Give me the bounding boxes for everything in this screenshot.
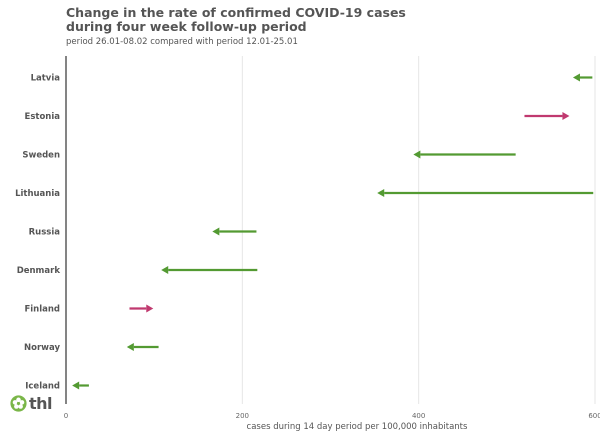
country-label: Russia	[29, 228, 61, 238]
row-norway: Norway	[24, 343, 159, 353]
x-axis-label: cases during 14 day period per 100,000 i…	[247, 422, 468, 432]
row-denmark: Denmark	[17, 266, 258, 276]
arrow-head	[146, 304, 154, 313]
chart-title: Change in the rate of confirmed COVID-19…	[66, 6, 406, 34]
country-label: Denmark	[17, 266, 61, 276]
arrow-head	[377, 189, 385, 197]
chart-subtitle: period 26.01-08.02 compared with period …	[66, 37, 298, 47]
flower-icon	[10, 395, 27, 412]
x-tick-label: 200	[236, 412, 249, 420]
row-iceland: Iceland	[25, 381, 89, 392]
x-axis-ticks: 0 200 400 600	[64, 412, 600, 420]
arrow-head	[562, 112, 570, 120]
arrow-head	[212, 227, 220, 236]
row-sweden: Sweden	[22, 150, 516, 161]
country-label: Iceland	[25, 382, 60, 392]
country-label: Finland	[24, 305, 60, 315]
logo-text: thl	[29, 394, 53, 413]
x-tick-label: 600	[588, 412, 600, 420]
thl-logo: thl	[10, 394, 53, 413]
country-rows: Latvia Estonia Sweden Lithuania Russia Denmar…	[15, 73, 594, 392]
country-label: Latvia	[31, 74, 61, 84]
row-finland: Finland	[24, 304, 154, 315]
row-lithuania: Lithuania	[15, 189, 594, 199]
arrow-head	[72, 381, 80, 390]
arrow-head	[126, 343, 134, 351]
country-label: Norway	[24, 343, 60, 353]
x-tick-label: 400	[412, 412, 425, 420]
x-tick-label: 0	[64, 412, 68, 420]
country-label: Lithuania	[15, 189, 60, 199]
arrow-head	[413, 150, 421, 159]
chart-title-line-2: during four week follow-up period	[66, 19, 307, 34]
arrow-head	[161, 266, 169, 274]
arrow-head	[572, 73, 580, 82]
gridlines	[241, 56, 596, 404]
country-label: Sweden	[22, 151, 60, 161]
row-latvia: Latvia	[31, 73, 593, 84]
row-russia: Russia	[29, 227, 257, 238]
chart-title-line-1: Change in the rate of confirmed COVID-19…	[66, 5, 406, 20]
country-label: Estonia	[25, 112, 61, 122]
row-estonia: Estonia	[25, 112, 570, 122]
